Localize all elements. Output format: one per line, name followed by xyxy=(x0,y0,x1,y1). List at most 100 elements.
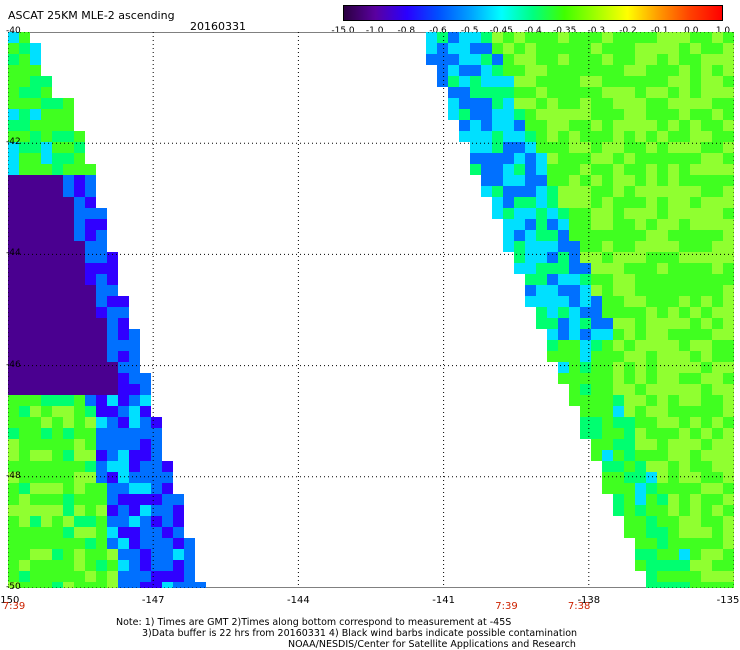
swath-cell xyxy=(657,208,668,219)
swath-cell xyxy=(591,208,602,219)
swath-cell xyxy=(536,263,547,274)
swath-cell xyxy=(701,65,712,76)
swath-cell xyxy=(118,417,129,428)
swath-cell xyxy=(19,417,30,428)
swath-cell xyxy=(679,164,690,175)
swath-cell xyxy=(140,461,151,472)
swath-cell xyxy=(129,538,140,549)
swath-cell xyxy=(635,120,646,131)
swath-cell xyxy=(602,329,613,340)
swath-cell xyxy=(657,340,668,351)
swath-cell xyxy=(41,120,52,131)
swath-cell xyxy=(481,142,492,153)
swath-cell xyxy=(19,439,30,450)
swath-cell xyxy=(690,538,701,549)
swath-cell xyxy=(162,483,173,494)
swath-cell xyxy=(63,549,74,560)
swath-cell xyxy=(85,527,96,538)
swath-cell xyxy=(41,76,52,87)
color-scale-label: -0.5 xyxy=(460,26,479,36)
swath-cell xyxy=(701,340,712,351)
swath-cell xyxy=(525,175,536,186)
swath-cell xyxy=(624,98,635,109)
swath-cell xyxy=(580,98,591,109)
swath-cell xyxy=(525,219,536,230)
swath-cell xyxy=(85,351,96,362)
swath-cell xyxy=(448,109,459,120)
swath-cell xyxy=(481,65,492,76)
swath-cell xyxy=(624,263,635,274)
swath-cell xyxy=(118,450,129,461)
swath-cell xyxy=(668,98,679,109)
swath-cell xyxy=(547,98,558,109)
swath-cell xyxy=(41,296,52,307)
swath-cell xyxy=(690,285,701,296)
swath-cell xyxy=(52,219,63,230)
swath-cell xyxy=(701,219,712,230)
swath-cell xyxy=(52,131,63,142)
swath-cell xyxy=(602,296,613,307)
swath-cell xyxy=(569,230,580,241)
swath-cell xyxy=(679,472,690,483)
swath-cell xyxy=(30,494,41,505)
swath-cell xyxy=(52,450,63,461)
color-scale-label: -15.0 xyxy=(331,26,355,36)
swath-cell xyxy=(712,450,723,461)
swath-cell xyxy=(118,549,129,560)
swath-cell xyxy=(525,274,536,285)
swath-cell xyxy=(514,186,525,197)
swath-cell xyxy=(635,263,646,274)
swath-cell xyxy=(624,494,635,505)
swath-cell xyxy=(30,120,41,131)
swath-cell xyxy=(679,494,690,505)
swath-cell xyxy=(63,439,74,450)
swath-cell xyxy=(96,439,107,450)
swath-cell xyxy=(591,230,602,241)
swath-cell xyxy=(602,186,613,197)
swath-cell xyxy=(624,483,635,494)
swath-cell xyxy=(162,538,173,549)
swath-cell xyxy=(679,362,690,373)
swath-cell xyxy=(646,527,657,538)
swath-cell xyxy=(657,439,668,450)
swath-cell xyxy=(514,241,525,252)
swath-cell xyxy=(723,109,734,120)
swath-cell xyxy=(547,54,558,65)
swath-cell xyxy=(668,241,679,252)
swath-cell xyxy=(63,340,74,351)
swath-cell xyxy=(74,241,85,252)
swath-cell xyxy=(118,527,129,538)
swath-cell xyxy=(525,142,536,153)
swath-cell xyxy=(635,527,646,538)
swath-cell xyxy=(580,263,591,274)
swath-cell xyxy=(624,516,635,527)
swath-cell xyxy=(74,252,85,263)
swath-cell xyxy=(151,571,162,582)
swath-cell xyxy=(129,329,140,340)
swath-cell xyxy=(514,142,525,153)
swath-cell xyxy=(96,296,107,307)
swath-cell xyxy=(536,318,547,329)
swath-cell xyxy=(30,219,41,230)
swath-cell xyxy=(580,406,591,417)
swath-cell xyxy=(30,549,41,560)
swath-cell xyxy=(723,329,734,340)
swath-cell xyxy=(657,120,668,131)
swath-cell xyxy=(448,98,459,109)
swath-cell xyxy=(151,516,162,527)
swath-cell xyxy=(723,164,734,175)
swath-cell xyxy=(184,538,195,549)
swath-cell xyxy=(85,307,96,318)
swath-cell xyxy=(481,131,492,142)
swath-cell xyxy=(580,43,591,54)
swath-cell xyxy=(613,406,624,417)
swath-cell xyxy=(162,527,173,538)
swath-cell xyxy=(679,131,690,142)
swath-cell xyxy=(52,384,63,395)
swath-cell xyxy=(8,65,19,76)
swath-cell xyxy=(558,164,569,175)
swath-cell xyxy=(569,186,580,197)
swath-cell xyxy=(74,274,85,285)
swath-cell xyxy=(19,208,30,219)
swath-cell xyxy=(635,153,646,164)
